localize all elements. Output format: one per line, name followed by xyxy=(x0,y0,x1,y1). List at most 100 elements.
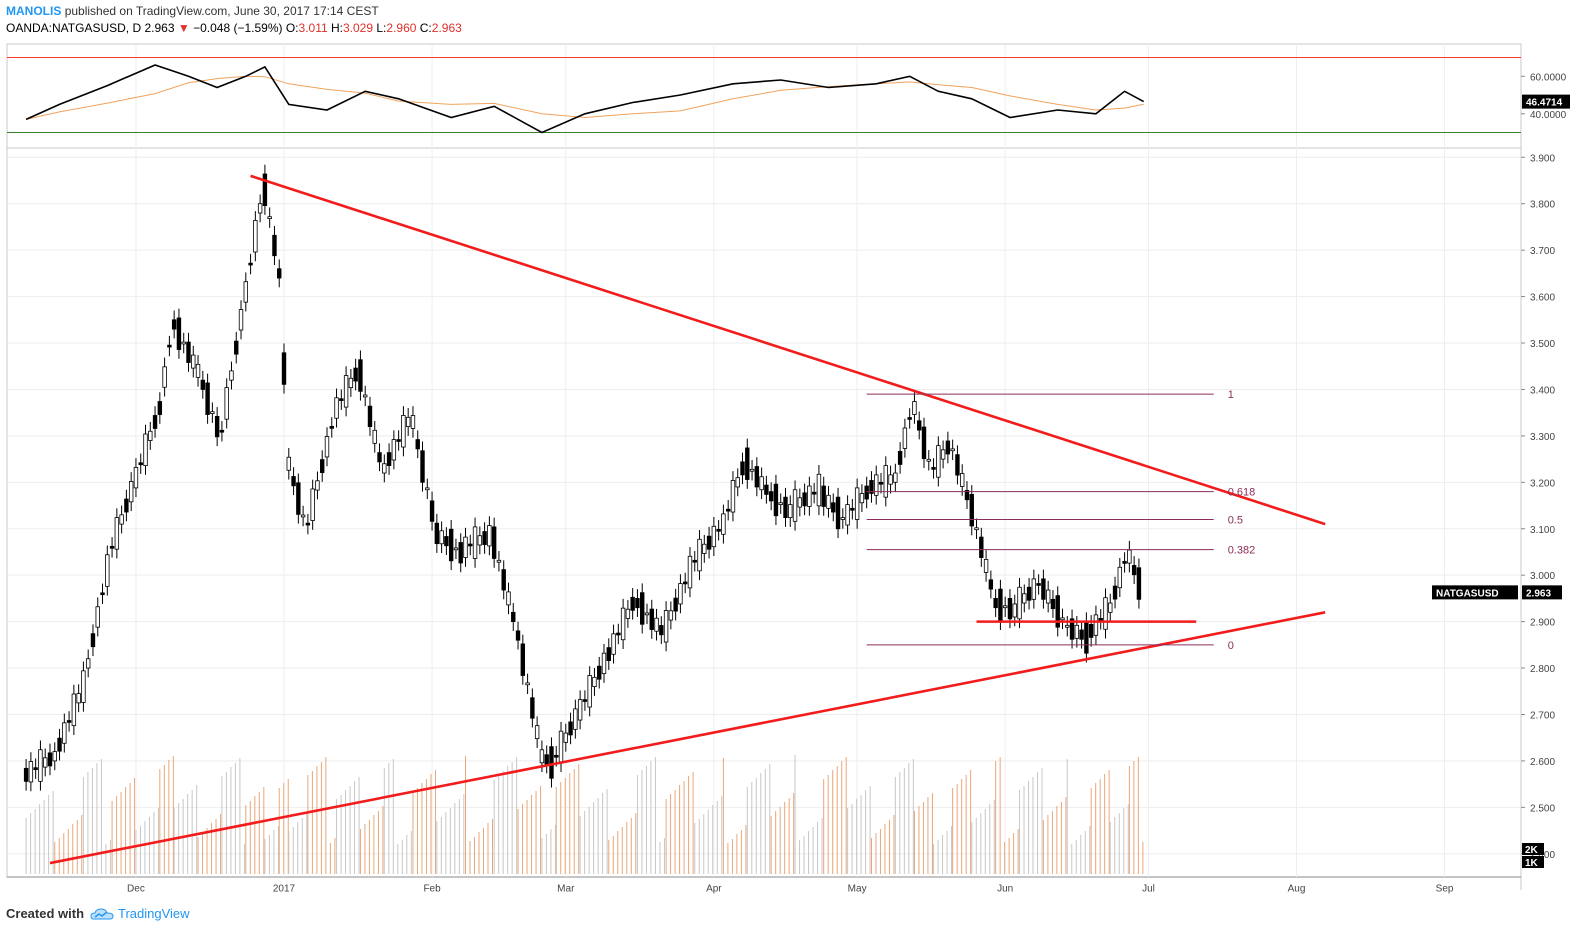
candle-body xyxy=(324,436,330,458)
last-price: 2.963 xyxy=(144,21,175,35)
price-tick-label: 2.700 xyxy=(1530,710,1555,721)
open-value: 3.011 xyxy=(298,21,328,35)
close-label: C: xyxy=(419,21,432,35)
candle-body xyxy=(176,317,182,350)
candle-body xyxy=(1002,605,1008,609)
price-tick-label: 3.000 xyxy=(1530,571,1555,582)
candle-body xyxy=(200,379,206,390)
candle-body xyxy=(926,458,931,462)
candle-body xyxy=(57,737,62,752)
tradingview-link[interactable]: TradingView xyxy=(90,906,190,921)
volume-tick-label: 1K xyxy=(1525,858,1539,869)
price-tick-label: 3.600 xyxy=(1530,293,1555,304)
candle-body xyxy=(1088,624,1094,638)
fib-level-label: 0.382 xyxy=(1228,545,1256,557)
created-with-label: Created with xyxy=(6,906,85,921)
tradingview-brand: TradingView xyxy=(118,906,190,921)
candle-body xyxy=(71,693,77,727)
candle-body xyxy=(415,439,420,450)
price-layer xyxy=(23,164,1142,792)
price-tick-label: 3.500 xyxy=(1530,339,1555,350)
candle-body xyxy=(277,268,282,279)
candle-body xyxy=(740,461,745,476)
candle-body xyxy=(391,439,397,461)
author-link[interactable]: MANOLIS xyxy=(6,4,62,18)
candle-body xyxy=(993,598,998,609)
rsi-layer xyxy=(7,57,1521,134)
candle-body xyxy=(47,752,53,767)
candle-body xyxy=(405,416,411,427)
candle-body xyxy=(721,513,726,535)
fib-level-label: 0 xyxy=(1228,640,1234,652)
candle-body xyxy=(238,309,244,331)
candle-body xyxy=(52,751,57,762)
candle-body xyxy=(802,492,807,507)
candle-body xyxy=(1031,578,1037,600)
candle-body xyxy=(1074,624,1080,639)
candle-body xyxy=(1050,598,1056,610)
header-row-1: MANOLIS published on TradingView.com, Ju… xyxy=(6,3,462,20)
candle-body xyxy=(515,630,521,641)
candle-body xyxy=(329,426,334,429)
price-tick-label: 3.300 xyxy=(1530,432,1555,443)
symbol-tag xyxy=(1432,585,1518,600)
candle-body xyxy=(353,367,358,382)
candle-body xyxy=(100,592,105,596)
candle-body xyxy=(152,415,158,429)
candle-body xyxy=(224,387,229,420)
rsi-current-tag xyxy=(1522,94,1570,109)
volume-tick-tag xyxy=(1522,843,1544,855)
candle-body xyxy=(257,203,263,214)
candle-body xyxy=(506,591,511,606)
candle-body xyxy=(640,592,645,625)
candle-body xyxy=(62,722,67,744)
candle-body xyxy=(396,439,401,442)
candle-body xyxy=(90,633,96,648)
candle-body xyxy=(730,480,736,513)
candle-body xyxy=(1127,549,1132,564)
axes[interactable]: 3.900 3.800 3.700 3.600 3.500 3.400 3.300 3.200… xyxy=(127,72,1570,894)
candle-body xyxy=(501,569,506,591)
candle-body xyxy=(558,730,564,764)
candle-body xyxy=(463,536,468,558)
candle-body xyxy=(635,598,640,609)
candle-body xyxy=(1098,617,1103,621)
candle-body xyxy=(1069,618,1075,640)
candle-body xyxy=(363,394,368,398)
candle-body xyxy=(262,173,268,206)
candle-body xyxy=(171,319,177,330)
candle-body xyxy=(339,398,344,401)
candle-body xyxy=(377,452,382,463)
candle-body xyxy=(439,530,444,545)
candle-body xyxy=(831,502,836,513)
candle-body xyxy=(745,447,750,480)
candle-body xyxy=(181,341,186,345)
candle-body xyxy=(205,382,210,415)
candle-body xyxy=(788,504,793,519)
candle-body xyxy=(725,508,731,512)
candle-body xyxy=(544,754,549,765)
candle-body xyxy=(76,693,81,704)
candle-body xyxy=(1122,561,1127,564)
fibonacci-retracement[interactable]: 1 0.618 0.5 0.382 0 xyxy=(866,389,1256,652)
candle-body xyxy=(95,606,100,628)
candle-body xyxy=(1108,602,1113,613)
symbol-label[interactable]: OANDA:NATGASUSD, D xyxy=(6,21,142,35)
candle-body xyxy=(458,542,463,564)
candle-body xyxy=(931,467,936,470)
time-tick-label: Jun xyxy=(997,883,1013,894)
price-tick-label: 2.800 xyxy=(1530,664,1555,675)
drawings-layer[interactable] xyxy=(49,174,1326,865)
candle-body xyxy=(272,234,277,257)
candle-body xyxy=(912,401,917,415)
candle-body xyxy=(133,467,139,489)
candle-body xyxy=(969,493,974,527)
candle-body xyxy=(630,596,635,611)
candle-body xyxy=(649,608,654,630)
candle-body xyxy=(1117,566,1123,589)
candle-body xyxy=(520,643,526,676)
rsi-signal-line xyxy=(25,75,1144,120)
candle-body xyxy=(764,484,769,495)
fib-level-label: 1 xyxy=(1228,389,1234,401)
